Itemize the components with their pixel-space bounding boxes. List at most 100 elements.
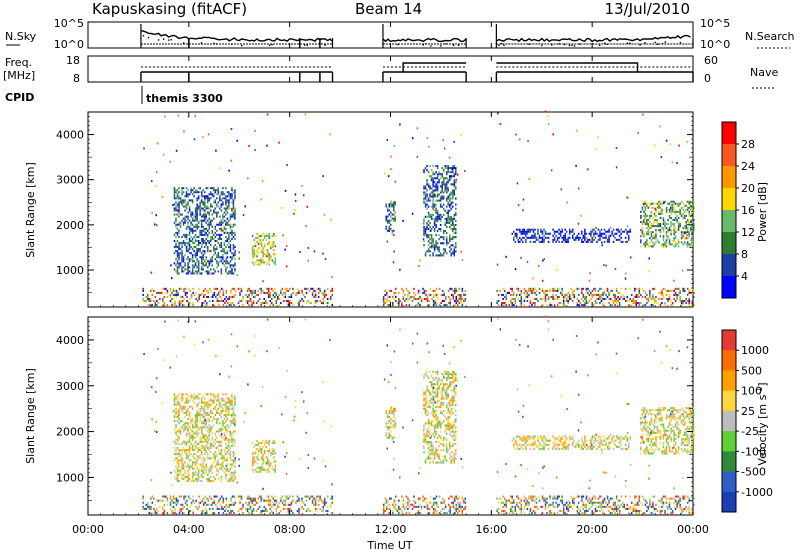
power-pixel bbox=[686, 245, 689, 248]
power-pixel bbox=[544, 289, 547, 292]
velocity-pixel bbox=[556, 497, 559, 500]
velocity-pixel bbox=[178, 461, 180, 464]
velocity-pixel bbox=[174, 509, 176, 513]
velocity-pixel bbox=[199, 393, 201, 396]
power-pixel bbox=[314, 300, 317, 303]
power-pixel bbox=[621, 297, 624, 301]
power-pixel bbox=[181, 268, 183, 271]
power-pixel bbox=[668, 216, 671, 219]
power-pixel bbox=[416, 304, 418, 307]
power-pixel bbox=[455, 289, 458, 292]
power-pixel bbox=[190, 213, 192, 216]
power-pixel bbox=[231, 213, 233, 216]
power-pixel bbox=[427, 244, 430, 247]
velocity-pixel bbox=[202, 395, 204, 398]
power-pixel bbox=[523, 228, 526, 231]
power-pixel bbox=[205, 195, 207, 198]
power-pixel bbox=[680, 212, 683, 215]
power-pixel bbox=[432, 295, 435, 298]
velocity-pixel bbox=[553, 497, 556, 500]
power-pixel bbox=[646, 233, 648, 236]
power-pixel bbox=[196, 199, 198, 202]
power-pixel bbox=[556, 236, 559, 239]
power-pixel bbox=[205, 242, 207, 245]
power-pixel bbox=[203, 219, 206, 222]
power-pixel bbox=[590, 236, 593, 239]
power-pixel bbox=[175, 258, 177, 261]
velocity-pixel bbox=[178, 453, 180, 456]
velocity-pixel bbox=[531, 495, 533, 498]
power-pixel bbox=[646, 302, 648, 305]
velocity-pixel bbox=[204, 495, 206, 498]
power-pixel bbox=[650, 227, 653, 230]
velocity-pixel bbox=[593, 495, 595, 498]
power-pixel bbox=[222, 254, 224, 257]
power-pixel bbox=[190, 189, 192, 192]
power-pixel bbox=[219, 237, 221, 240]
velocity-pixel bbox=[206, 401, 209, 404]
power-pixel bbox=[445, 187, 448, 190]
power-pixel bbox=[538, 291, 541, 294]
power-pixel bbox=[444, 223, 446, 226]
velocity-pixel bbox=[281, 495, 284, 498]
power-pixel bbox=[190, 295, 193, 298]
power-pixel bbox=[389, 211, 392, 214]
power-pixel bbox=[308, 302, 311, 305]
velocity-pixel bbox=[451, 501, 453, 504]
velocity-pixel bbox=[398, 512, 400, 515]
power-pixel bbox=[385, 297, 388, 301]
power-pixel bbox=[650, 214, 653, 217]
power-pixel bbox=[191, 248, 194, 251]
velocity-pixel bbox=[693, 503, 695, 506]
power-pixel bbox=[691, 227, 693, 230]
power-pixel bbox=[222, 262, 224, 265]
power-pixel bbox=[220, 209, 223, 212]
power-pixel bbox=[591, 240, 594, 243]
power-pixel bbox=[432, 304, 435, 307]
velocity-pixel bbox=[193, 401, 195, 404]
power-pixel bbox=[593, 234, 595, 237]
power-pixel bbox=[205, 302, 208, 305]
velocity-pixel bbox=[659, 499, 662, 502]
power-pixel bbox=[202, 213, 204, 216]
power-pixel bbox=[463, 293, 465, 296]
power-pixel bbox=[178, 244, 180, 247]
power-pixel bbox=[568, 295, 571, 298]
velocity-pixel bbox=[205, 465, 207, 468]
velocity-pixel bbox=[173, 416, 176, 419]
power-pixel bbox=[513, 238, 515, 241]
power-pixel bbox=[546, 236, 548, 239]
power-pixel bbox=[443, 293, 445, 296]
power-pixel bbox=[685, 200, 687, 203]
power-pixel bbox=[175, 197, 177, 200]
velocity-pixel bbox=[608, 505, 610, 508]
power-pixel bbox=[231, 231, 233, 234]
power-pixel bbox=[653, 212, 656, 215]
velocity-pixel bbox=[142, 501, 144, 504]
power-pixel bbox=[261, 289, 264, 292]
velocity-pixel bbox=[171, 509, 173, 513]
power-pixel bbox=[541, 287, 544, 290]
power-pixel bbox=[179, 213, 182, 216]
power-pixel bbox=[678, 144, 680, 147]
power-pixel bbox=[228, 207, 230, 210]
power-pixel bbox=[688, 214, 690, 217]
velocity-pixel bbox=[428, 501, 430, 504]
velocity-pixel bbox=[286, 495, 288, 498]
velocity-pixel bbox=[578, 512, 580, 515]
power-pixel bbox=[541, 304, 544, 307]
power-pixel bbox=[529, 302, 532, 305]
power-pixel bbox=[585, 300, 588, 303]
power-pixel bbox=[673, 210, 675, 213]
power-pixel bbox=[405, 297, 408, 301]
power-pixel bbox=[222, 187, 224, 190]
velocity-pixel bbox=[206, 393, 209, 396]
velocity-pixel bbox=[287, 507, 290, 510]
power-pixel bbox=[454, 287, 456, 290]
power-pixel bbox=[262, 249, 264, 252]
power-pixel bbox=[213, 209, 215, 212]
power-pixel bbox=[618, 302, 621, 305]
power-pixel bbox=[677, 239, 680, 242]
power-pixel bbox=[664, 227, 666, 230]
velocity-pixel bbox=[517, 495, 520, 498]
